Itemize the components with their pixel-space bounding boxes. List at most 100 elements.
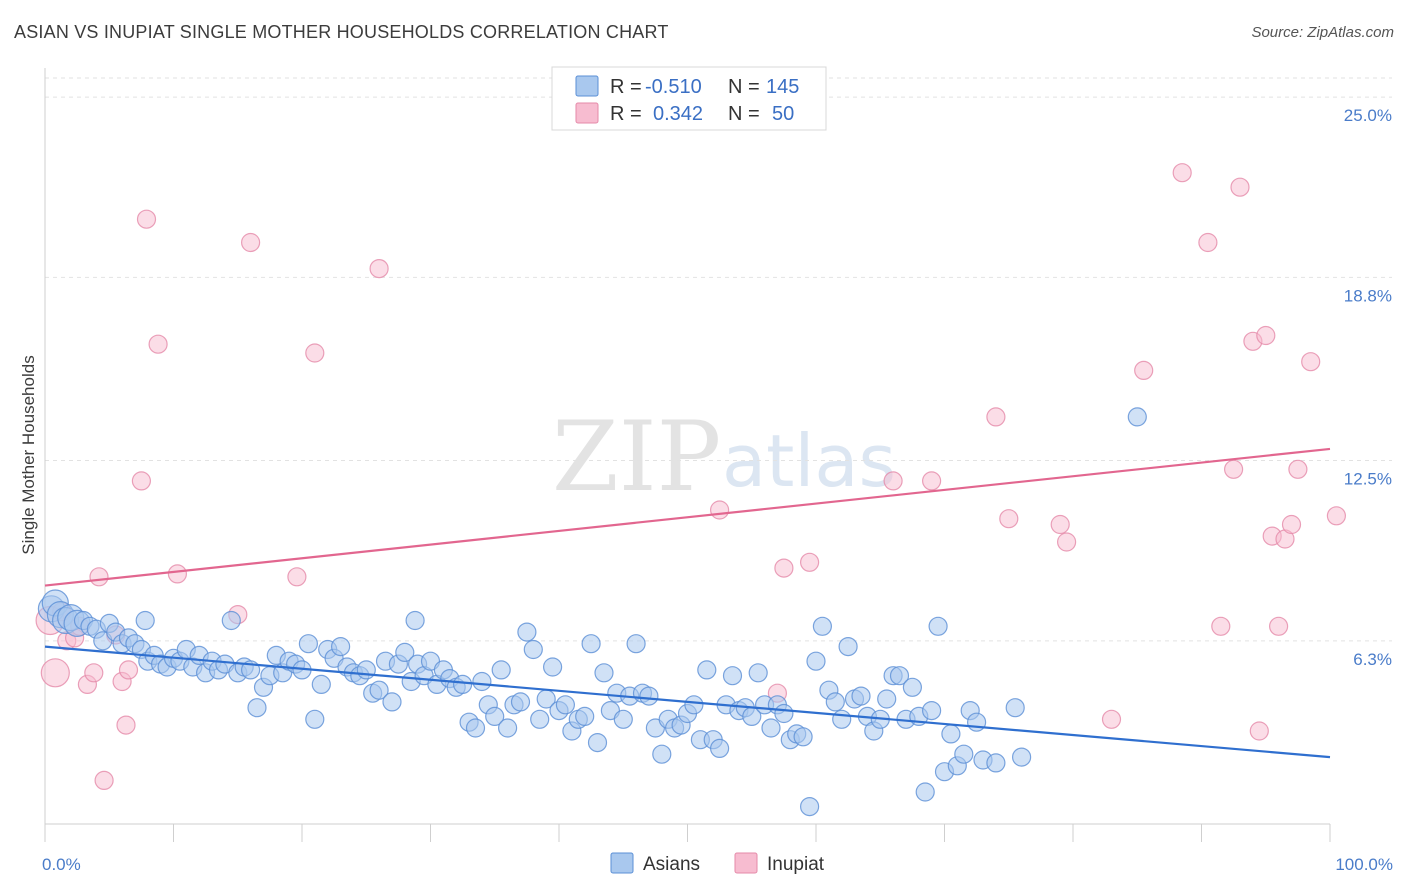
inupiat-point-9 xyxy=(94,770,114,791)
inupiat-point-23 xyxy=(709,500,730,520)
inupiat-point-22 xyxy=(369,259,389,279)
inupiat-point-12 xyxy=(116,715,136,735)
asians-point-47 xyxy=(331,636,351,657)
inupiat-point-14 xyxy=(131,471,151,491)
asians-point-89 xyxy=(594,663,614,683)
asians-point-137 xyxy=(902,677,923,697)
asians-point-73 xyxy=(491,660,511,680)
inupiat-point-20 xyxy=(287,567,307,587)
asians-point-74 xyxy=(498,718,518,738)
asians-point-57 xyxy=(395,642,415,663)
asians-point-43 xyxy=(305,709,325,729)
asians-point-145 xyxy=(954,744,974,764)
asians-point-70 xyxy=(472,671,492,692)
asians-point-129 xyxy=(851,686,871,706)
x-tick-label-start: 0.0% xyxy=(42,855,81,874)
asians-point-140 xyxy=(921,700,942,721)
asians-point-78 xyxy=(523,639,543,660)
asians-point-147 xyxy=(966,712,987,732)
inupiat-point-26 xyxy=(799,552,820,572)
asians-point-42 xyxy=(298,634,318,654)
inupiat-point-7 xyxy=(84,663,104,683)
asians-point-107 xyxy=(709,738,730,759)
legend-r-value-inupiat: 0.342 xyxy=(653,103,703,125)
asians-point-79 xyxy=(530,709,550,729)
asians-point-143 xyxy=(941,724,961,744)
inupiat-point-46 xyxy=(1281,514,1302,535)
bottom-legend-inupiat: Inupiat xyxy=(767,854,825,875)
watermark-zip: ZIP xyxy=(552,401,721,513)
asians-point-51 xyxy=(356,660,376,680)
asians-point-123 xyxy=(812,616,833,636)
inupiat-point-38 xyxy=(1223,459,1244,479)
source-label: Source: ZipAtlas.com xyxy=(1251,24,1394,41)
asians-point-125 xyxy=(825,692,845,712)
asians-point-120 xyxy=(793,727,813,747)
asians-point-59 xyxy=(405,610,425,631)
inupiat-point-32 xyxy=(1056,532,1077,552)
asians-point-55 xyxy=(382,692,402,712)
asians-point-92 xyxy=(613,709,633,729)
inupiat-point-49 xyxy=(1326,506,1347,526)
y-tick-label-3: 25.0% xyxy=(1344,106,1392,125)
trend-lines xyxy=(44,447,1331,759)
correlation-legend: R = -0.510 N = 145 R = 0.342 N = 50 xyxy=(551,66,827,131)
inupiat-point-37 xyxy=(1211,616,1231,636)
asians-point-86 xyxy=(575,706,595,727)
y-axis-label: Single Mother Households xyxy=(19,355,38,554)
asians-point-115 xyxy=(761,718,781,738)
inupiat-trend-line xyxy=(44,447,1331,587)
x-tick-label-end: 100.0% xyxy=(1335,855,1393,874)
inupiat-point-35 xyxy=(1172,163,1192,183)
asians-point-96 xyxy=(639,686,659,706)
inupiat-point-1 xyxy=(40,658,70,688)
y-tick-label-1: 12.5% xyxy=(1344,470,1392,489)
inupiat-point-30 xyxy=(999,509,1019,529)
asians-point-103 xyxy=(684,695,704,715)
bottom-legend-swatch-inupiat xyxy=(734,852,758,874)
asians-point-113 xyxy=(748,663,768,683)
asians-point-34 xyxy=(247,698,267,718)
inupiat-point-29 xyxy=(986,407,1006,427)
asians-point-88 xyxy=(587,732,608,753)
asians-trend-line xyxy=(44,645,1331,759)
asians-point-151 xyxy=(1011,747,1032,767)
asians-point-94 xyxy=(626,634,646,654)
asians-point-30 xyxy=(221,610,241,631)
asians-point-133 xyxy=(877,689,897,709)
asians-point-109 xyxy=(722,666,743,686)
inupiat-point-44 xyxy=(1268,616,1289,636)
inupiat-point-48 xyxy=(1301,352,1321,372)
asians-point-98 xyxy=(652,744,672,764)
asians-point-87 xyxy=(581,634,601,654)
legend-n-value-inupiat: 50 xyxy=(772,103,794,125)
inupiat-point-31 xyxy=(1050,514,1070,535)
legend-swatch-asians xyxy=(575,75,599,97)
asians-point-139 xyxy=(915,782,935,802)
bottom-legend-swatch-asians xyxy=(610,852,634,874)
grid xyxy=(45,77,1392,642)
legend-n-value-asians: 145 xyxy=(766,76,799,98)
asians-point-105 xyxy=(697,660,717,680)
inupiat-point-17 xyxy=(167,564,187,584)
bottom-legend-asians: Asians xyxy=(643,854,700,875)
asians-point-83 xyxy=(555,695,576,715)
y-tick-label-2: 18.8% xyxy=(1344,286,1392,305)
inupiat-point-28 xyxy=(921,471,942,491)
legend-r-label-asians: R = xyxy=(610,76,642,98)
inupiat-point-15 xyxy=(136,209,157,229)
inupiat-point-33 xyxy=(1101,709,1122,729)
inupiat-point-34 xyxy=(1134,360,1154,380)
chart-title: ASIAN VS INUPIAT SINGLE MOTHER HOUSEHOLD… xyxy=(14,22,669,42)
asians-point-121 xyxy=(799,796,820,817)
inupiat-point-16 xyxy=(148,334,168,354)
y-tick-label-0: 6.3% xyxy=(1353,650,1392,669)
watermark: ZIP atlas xyxy=(552,401,896,513)
asians-point-44 xyxy=(311,674,331,695)
asians-point-67 xyxy=(453,674,473,695)
inupiat-point-19 xyxy=(241,232,261,253)
inupiat-point-47 xyxy=(1288,459,1308,479)
legend-r-value-asians: -0.510 xyxy=(645,76,702,98)
asians-point-69 xyxy=(465,718,486,738)
